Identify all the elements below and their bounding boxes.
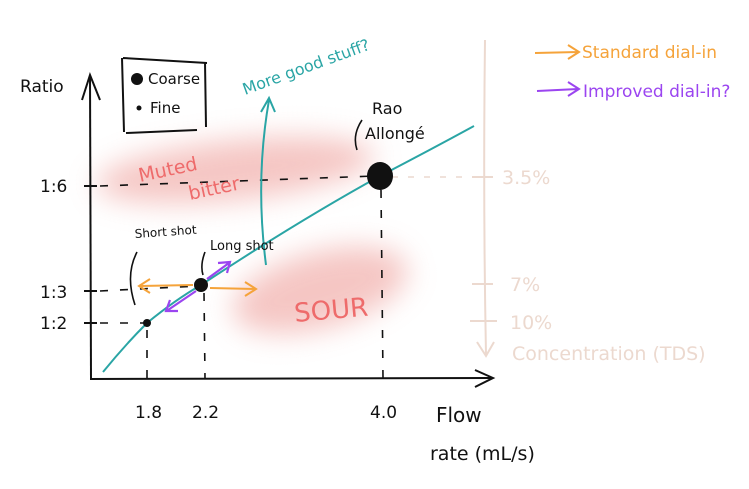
tds-tick-label: 7% [510, 274, 540, 296]
svg-text:Improved dial-in?: Improved dial-in? [583, 82, 730, 102]
tds-axis-label: Concentration (TDS) [512, 343, 706, 365]
short-shot-label: Short shot [134, 223, 197, 241]
legend-coarse: Coarse [148, 70, 200, 88]
rao-label: Rao [372, 99, 402, 118]
legend-standard: Standard dial-in [534, 43, 717, 63]
legend: Coarse Fine [121, 57, 208, 134]
x-axis-label: Flow [436, 403, 482, 427]
coarse-marker [131, 73, 143, 85]
more-good-arrow [260, 95, 276, 266]
muted-bitter-region [95, 136, 375, 204]
standard-dial-in-arrows [137, 278, 258, 297]
improved-dial-in-arrows [164, 260, 232, 313]
x-axis-label: rate (mL/s) [430, 443, 535, 465]
svg-text:Standard dial-in: Standard dial-in [582, 43, 717, 63]
short-shot-point [143, 319, 151, 327]
tds-axis [470, 39, 497, 358]
sour-label: SOUR [293, 293, 369, 329]
sour-region [232, 246, 408, 334]
rao-label: Allongé [365, 124, 425, 143]
legend-fine: Fine [150, 99, 180, 117]
y-tick-label: 1:2 [40, 314, 67, 334]
y-tick-label: 1:6 [40, 177, 67, 197]
rao-allonge-point [367, 162, 393, 190]
y-tick-label: 1:3 [40, 283, 67, 303]
fine-marker [136, 105, 142, 111]
guide-lines [99, 175, 384, 379]
x-tick-label: 1.8 [135, 403, 162, 423]
axes [81, 72, 496, 388]
tds-tick-label: 3.5% [502, 167, 550, 189]
x-tick-label: 4.0 [370, 403, 397, 423]
x-tick-label: 2.2 [192, 403, 219, 423]
y-axis-label: Ratio [20, 77, 64, 97]
more-good-label: More good stuff? [240, 35, 372, 99]
long-shot-label: Long shot [210, 239, 274, 254]
ratio-curve [102, 125, 475, 373]
long-shot-point [194, 278, 208, 292]
legend-improved: Improved dial-in? [536, 81, 730, 102]
tds-tick-label: 10% [510, 312, 552, 334]
